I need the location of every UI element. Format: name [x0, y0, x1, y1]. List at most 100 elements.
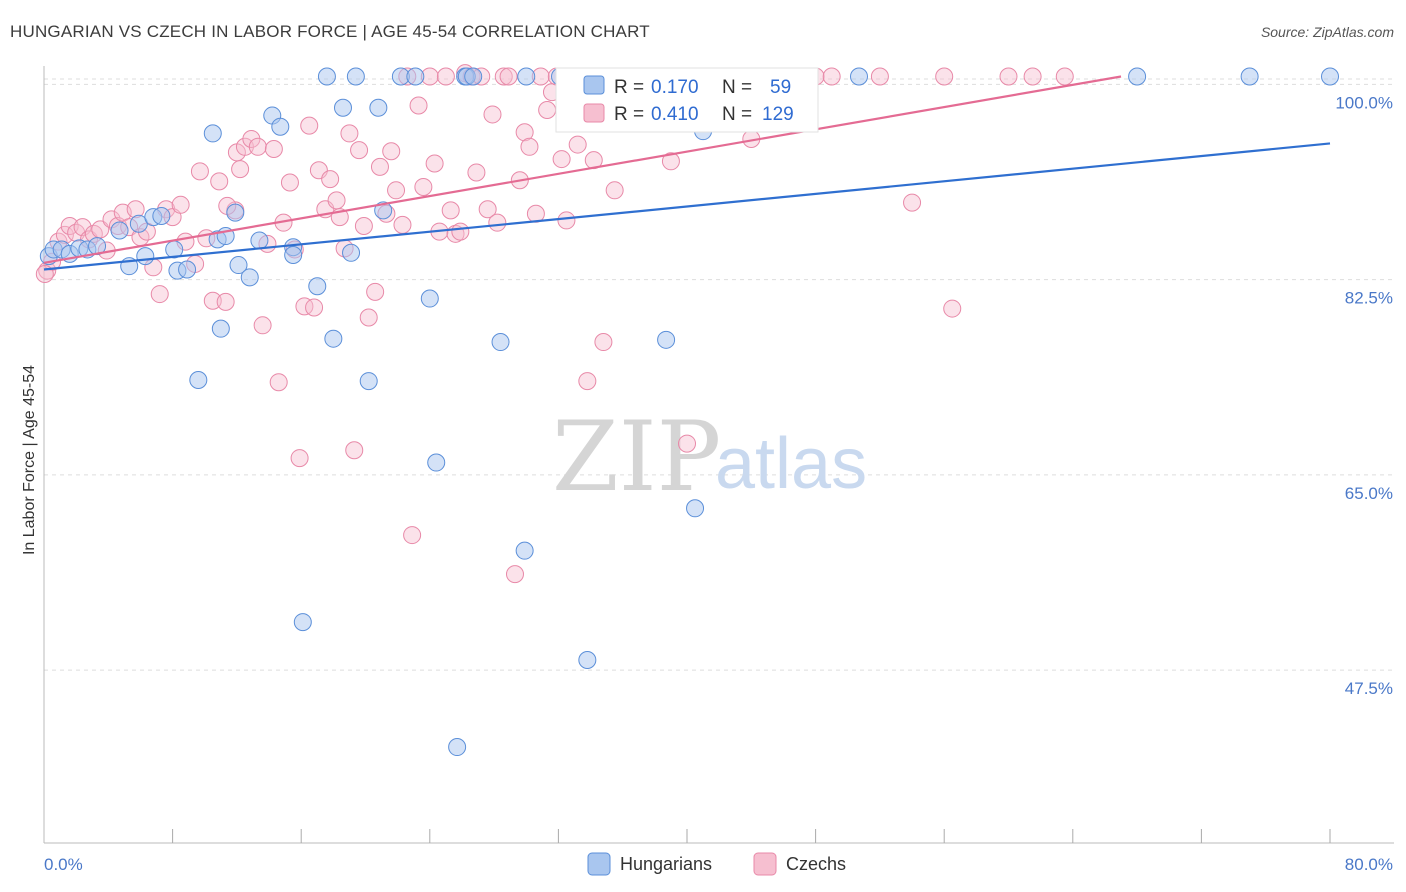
- hungarian-point: [491, 333, 510, 352]
- czech-point: [605, 181, 624, 200]
- czech-point: [594, 333, 613, 352]
- czech-point: [538, 100, 557, 119]
- czech-point: [822, 67, 841, 86]
- czech-point: [203, 291, 222, 310]
- hungarian-point: [850, 67, 869, 86]
- czech-point: [870, 67, 889, 86]
- czech-point: [231, 160, 250, 179]
- czech-point: [216, 292, 235, 311]
- hungarian-point: [333, 98, 352, 117]
- czech-point: [150, 285, 169, 304]
- hungarian-point: [464, 67, 483, 86]
- axes: [43, 66, 1394, 844]
- czech-point: [350, 141, 369, 160]
- czech-point: [467, 163, 486, 182]
- czech-point: [478, 200, 497, 219]
- legend-swatch-hungarian: [583, 75, 605, 95]
- czech-point: [568, 135, 587, 154]
- legend-r-label-hungarian: R =: [614, 77, 644, 98]
- czech-point: [370, 157, 389, 176]
- legend-n-czech: 129: [762, 104, 794, 125]
- legend-swatch-czech: [583, 103, 605, 123]
- hungarian-point: [515, 541, 534, 560]
- hungarian-point: [203, 124, 222, 143]
- czech-point: [414, 177, 433, 196]
- x-tick-labels: 0.0% 80.0%: [44, 855, 1393, 874]
- watermark-zip: ZIP: [552, 401, 721, 513]
- hungarian-trend-line: [43, 142, 1331, 271]
- hungarian-point: [308, 277, 327, 296]
- legend-n-label-czech: N =: [722, 104, 752, 125]
- hungarian-point: [369, 98, 388, 117]
- legend-r-label-czech: R =: [614, 104, 644, 125]
- watermark: ZIP atlas: [552, 401, 867, 513]
- czech-point: [321, 170, 340, 189]
- hungarian-point: [420, 289, 439, 308]
- hungarian-point: [226, 203, 245, 222]
- x-tick-label-max: 80.0%: [1345, 855, 1393, 874]
- legend-r-czech: 0.410: [651, 104, 699, 125]
- czech-point: [520, 137, 539, 156]
- hungarian-point: [229, 256, 248, 275]
- hungarian-point: [448, 738, 467, 757]
- legend-label-hungarians: Hungarians: [620, 854, 712, 874]
- czech-point: [248, 137, 267, 156]
- czech-trend-line: [43, 75, 1122, 264]
- czech-point: [382, 142, 401, 161]
- czech-point: [678, 434, 696, 453]
- czech-point: [280, 173, 299, 192]
- hungarian-point: [374, 201, 393, 220]
- legend-swatch-czechs: [753, 852, 777, 876]
- czech-point: [661, 152, 680, 171]
- hungarian-points: [39, 67, 1339, 757]
- czech-point: [171, 195, 190, 214]
- hungarian-point: [211, 319, 230, 338]
- hungarian-point: [1240, 67, 1259, 86]
- czech-point: [483, 105, 502, 124]
- czech-point: [340, 124, 359, 143]
- czech-point: [515, 123, 534, 142]
- hungarian-point: [324, 329, 343, 348]
- y-tick-labels: 47.5% 65.0% 82.5% 100.0%: [1335, 93, 1393, 698]
- hungarian-point: [1321, 67, 1339, 86]
- hungarian-point: [152, 206, 171, 225]
- czech-point: [494, 67, 513, 86]
- legend-label-czechs: Czechs: [786, 854, 846, 874]
- hungarian-point: [284, 246, 303, 265]
- series-legend: Hungarians Czechs: [587, 852, 846, 876]
- czech-point: [999, 67, 1018, 86]
- hungarian-point: [657, 330, 676, 349]
- czech-point: [488, 213, 507, 232]
- czech-point: [393, 215, 412, 234]
- y-tick-label: 47.5%: [1345, 679, 1393, 698]
- legend-n-hungarian: 59: [770, 77, 791, 98]
- czech-point: [354, 217, 373, 236]
- czech-point: [345, 441, 364, 460]
- czech-point: [1055, 67, 1074, 86]
- hungarian-point: [317, 67, 336, 86]
- czech-point: [387, 181, 406, 200]
- czech-point: [451, 222, 470, 241]
- hungarian-point: [189, 370, 208, 389]
- czech-point: [903, 193, 922, 212]
- czech-point: [505, 565, 524, 584]
- hungarian-point: [342, 243, 361, 262]
- czech-point: [1023, 67, 1042, 86]
- y-tick-label: 100.0%: [1335, 93, 1393, 112]
- chart-title: HUNGARIAN VS CZECH IN LABOR FORCE | AGE …: [10, 22, 650, 41]
- legend-swatch-hungarians: [587, 852, 611, 876]
- czech-point: [935, 67, 954, 86]
- correlation-legend: R = 0.170 N = 59 R = 0.410 N = 129: [555, 67, 819, 133]
- czech-point: [409, 96, 428, 115]
- hungarian-point: [359, 372, 378, 391]
- source-label: Source: ZipAtlas.com: [1260, 24, 1394, 40]
- czech-point: [305, 298, 324, 317]
- czech-point: [425, 154, 444, 173]
- czech-point: [269, 373, 288, 392]
- czech-point: [210, 172, 229, 191]
- hungarian-point: [250, 231, 269, 250]
- czech-point: [253, 316, 272, 335]
- legend-n-label-hungarian: N =: [722, 77, 752, 98]
- czech-point: [943, 299, 962, 318]
